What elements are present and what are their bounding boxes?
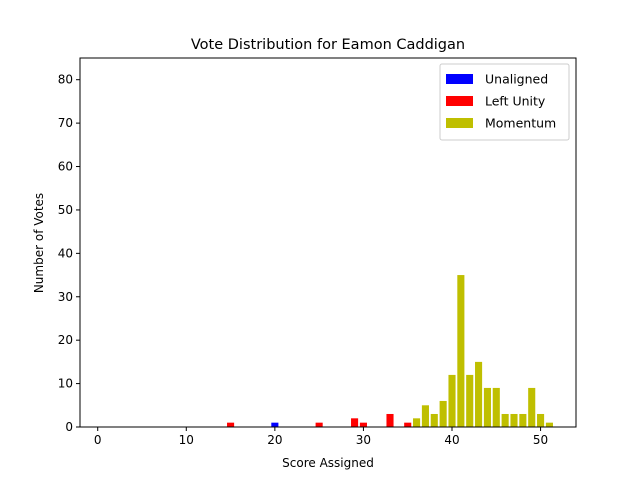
series-left-unity <box>227 413 412 427</box>
plot-frame <box>79 57 577 428</box>
bar <box>421 405 429 427</box>
bar <box>430 413 438 427</box>
bar <box>271 422 279 427</box>
legend: Unaligned Left Unity Momentum <box>439 63 570 141</box>
bar <box>359 422 367 427</box>
bar <box>227 422 235 427</box>
bar <box>483 387 491 427</box>
series-unaligned <box>271 422 279 427</box>
y-tick-label: 40 <box>58 246 73 260</box>
x-tick-label: 0 <box>94 433 102 447</box>
series-momentum <box>413 275 553 427</box>
bar <box>466 374 474 427</box>
bar <box>315 422 323 427</box>
bar <box>519 413 527 427</box>
y-tick-label: 80 <box>58 73 73 87</box>
bar <box>457 275 465 427</box>
x-tick-label: 30 <box>356 433 371 447</box>
y-tick-label: 10 <box>58 377 73 391</box>
y-tick-label: 60 <box>58 160 73 174</box>
legend-label: Left Unity <box>485 94 546 109</box>
bar <box>501 413 509 427</box>
bar <box>510 413 518 427</box>
y-axis-label: Number of Votes <box>32 193 46 293</box>
bar <box>386 413 394 427</box>
x-tick-label: 20 <box>267 433 282 447</box>
bar <box>528 387 536 427</box>
bar <box>545 422 553 427</box>
bar <box>413 418 421 427</box>
x-tick-label: 10 <box>179 433 194 447</box>
x-tick-label: 40 <box>444 433 459 447</box>
x-tick-label: 50 <box>533 433 548 447</box>
legend-swatch <box>446 118 473 128</box>
bar <box>448 374 456 427</box>
bar <box>404 422 412 427</box>
y-tick-label: 20 <box>58 333 73 347</box>
bar <box>351 418 359 427</box>
bar <box>439 400 447 427</box>
legend-label: Momentum <box>485 116 556 131</box>
y-tick-label: 70 <box>58 116 73 130</box>
legend-swatch <box>446 74 473 84</box>
x-axis-label: Score Assigned <box>282 456 374 470</box>
chart-title: Vote Distribution for Eamon Caddigan <box>191 37 465 53</box>
bar <box>492 387 500 427</box>
legend-swatch <box>446 96 473 106</box>
bar <box>475 361 483 427</box>
y-tick-label: 50 <box>58 203 73 217</box>
legend-label: Unaligned <box>485 72 548 87</box>
plot-area: 0 10 20 30 40 50 0 10 20 30 40 50 60 70 80 <box>58 57 577 447</box>
bar <box>537 413 545 427</box>
y-tick-label: 0 <box>65 420 73 434</box>
y-tick-label: 30 <box>58 290 73 304</box>
